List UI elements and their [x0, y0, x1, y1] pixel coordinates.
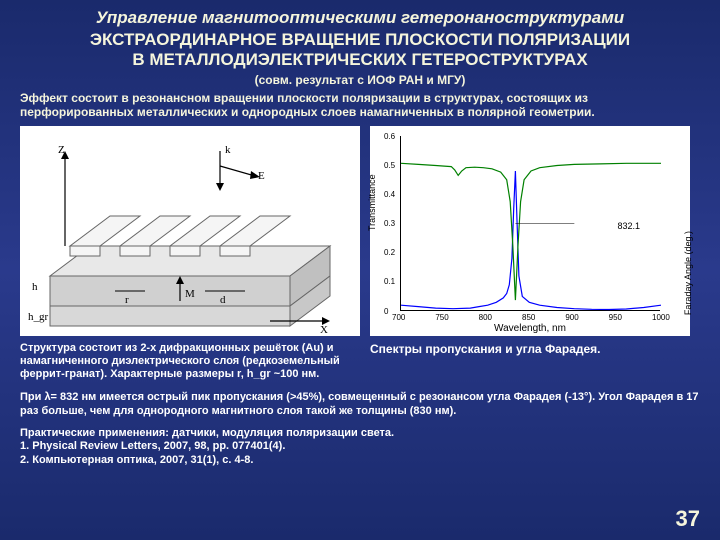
body-text: При λ= 832 нм имеется острый пик пропуск… — [20, 391, 700, 419]
ylabel-transmittance: Transmittance — [367, 174, 377, 231]
label-e: E — [258, 170, 265, 182]
xlabel-wavelength: Wavelength, nm — [494, 323, 566, 334]
label-r: r — [125, 294, 129, 306]
xtick: 700 — [392, 313, 405, 322]
label-m: M — [185, 288, 195, 300]
title-italic: Управление магнитооптическими гетеронано… — [20, 8, 700, 28]
caption-right: Спектры пропускания и угла Фарадея. — [370, 342, 690, 382]
ytick: 0.4 — [384, 190, 395, 199]
xtick: 950 — [609, 313, 622, 322]
ytick: 0.2 — [384, 248, 395, 257]
references: Практические применения: датчики, модуля… — [20, 427, 700, 468]
ytick: 0.1 — [384, 277, 395, 286]
page-number: 37 — [676, 506, 700, 532]
label-h: h — [32, 281, 38, 293]
title-main-l1: ЭКСТРАОРДИНАРНОЕ ВРАЩЕНИЕ ПЛОСКОСТИ ПОЛЯ… — [20, 30, 700, 50]
peak-label: 832.1 — [617, 221, 640, 231]
axis-x: X — [320, 324, 328, 336]
xtick: 900 — [565, 313, 578, 322]
intro-text: Эффект состоит в резонансном вращении пл… — [20, 91, 700, 120]
axis-z: Z — [58, 144, 65, 156]
figures-row: Z X k E h h_gr r M d Transmittance Farad… — [20, 126, 700, 336]
caption-left: Структура состоит из 2-х дифракционных р… — [20, 342, 360, 382]
ytick: 0.3 — [384, 219, 395, 228]
ref-1: 1. Physical Review Letters, 2007, 98, pp… — [20, 440, 700, 454]
structure-diagram: Z X k E h h_gr r M d — [20, 126, 360, 336]
ytick: 0.5 — [384, 161, 395, 170]
captions-row: Структура состоит из 2-х дифракционных р… — [20, 342, 700, 382]
xtick: 750 — [435, 313, 448, 322]
xtick: 800 — [479, 313, 492, 322]
spectra-chart: Transmittance Faraday Angle (deg.) Wavel… — [370, 126, 690, 336]
subtitle: (совм. результат с ИОФ РАН и МГУ) — [20, 73, 700, 87]
label-hgr: h_gr — [28, 311, 48, 323]
label-k: k — [225, 144, 231, 156]
ylabel-faraday: Faraday Angle (deg.) — [683, 231, 693, 315]
ytick: 0.6 — [384, 132, 395, 141]
refs-head: Практические применения: датчики, модуля… — [20, 427, 700, 441]
title-main-l2: В МЕТАЛЛОДИЭЛЕКТРИЧЕСКИХ ГЕТЕРОСТРУКТУРА… — [20, 50, 700, 70]
xtick: 850 — [522, 313, 535, 322]
label-d: d — [220, 294, 226, 306]
ytick: 0 — [384, 307, 388, 316]
ref-2: 2. Компьютерная оптика, 2007, 31(1), с. … — [20, 454, 700, 468]
xtick: 1000 — [652, 313, 670, 322]
